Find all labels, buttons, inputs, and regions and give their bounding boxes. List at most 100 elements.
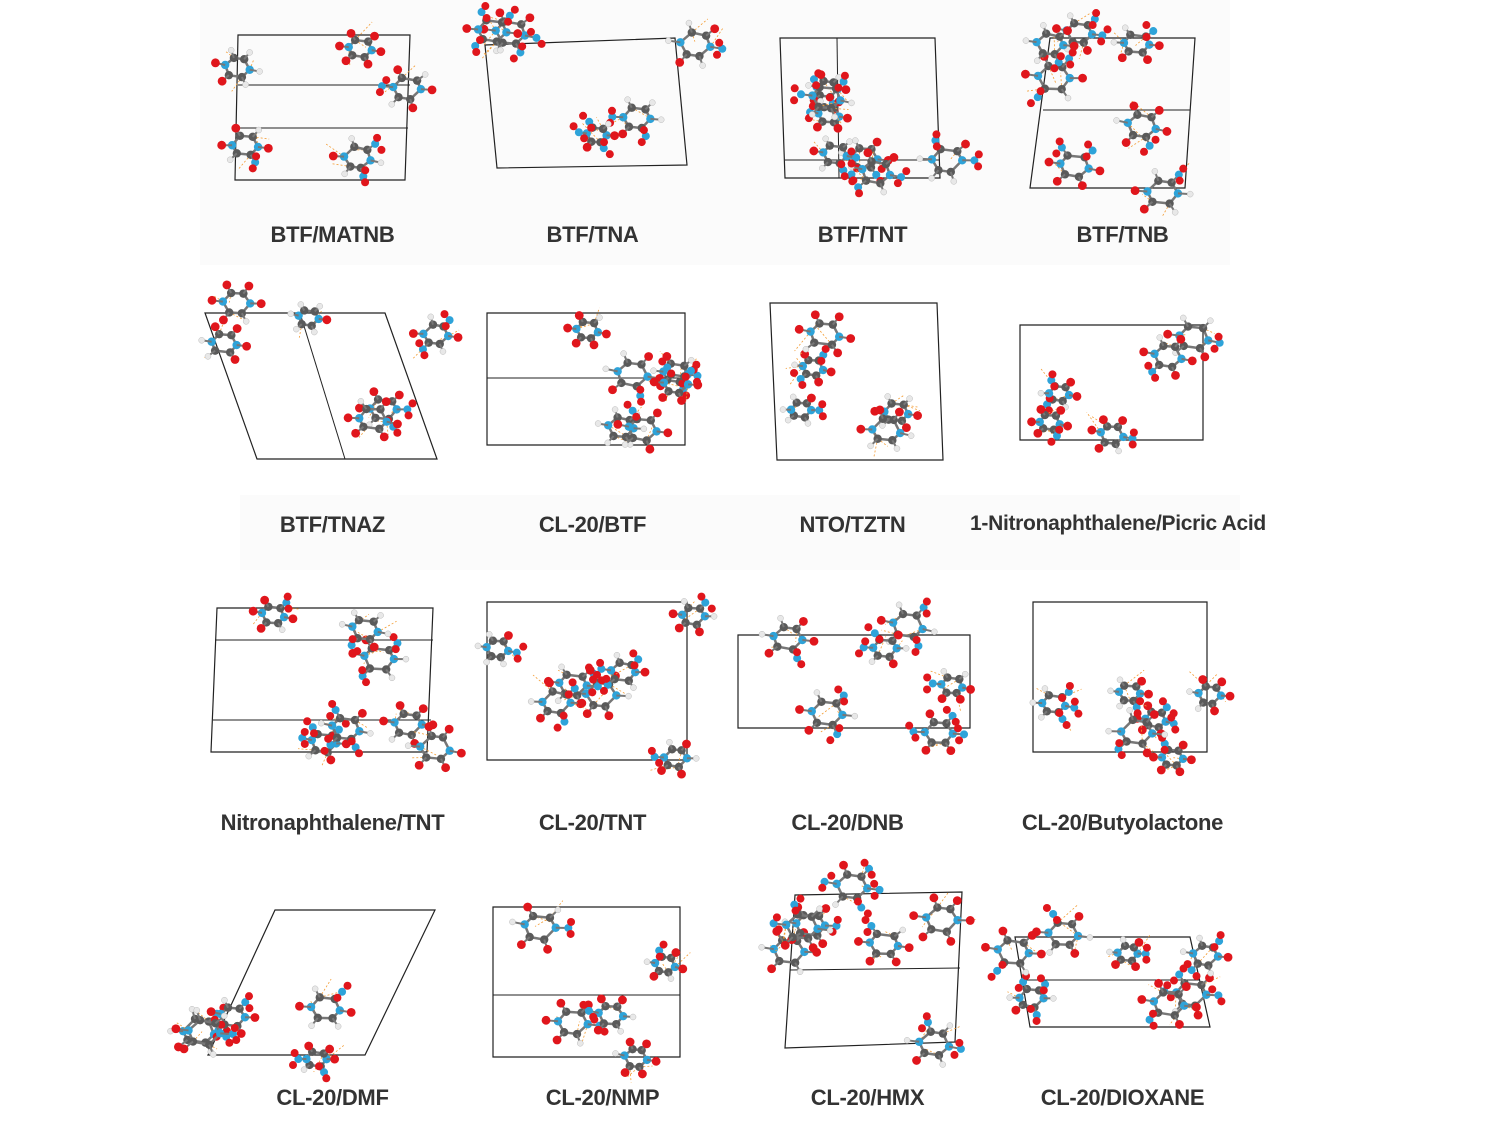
oxygen-atom — [946, 746, 955, 755]
oxygen-atom — [653, 408, 662, 417]
oxygen-atom — [966, 916, 975, 925]
oxygen-atom — [211, 322, 220, 331]
oxygen-atom — [863, 928, 871, 936]
oxygen-atom — [1057, 52, 1065, 60]
oxygen-atom — [902, 167, 910, 175]
oxygen-atom — [1143, 33, 1151, 41]
carbon-atom — [826, 141, 834, 149]
panel-label: NTO/TZTN — [725, 512, 980, 538]
hydrogen-atom — [605, 121, 611, 127]
carbon-atom — [215, 330, 223, 338]
oxygen-atom — [1036, 405, 1045, 414]
oxygen-atom — [351, 429, 360, 438]
hydrogen-atom — [378, 612, 384, 618]
carbon-atom — [867, 157, 875, 165]
oxygen-atom — [310, 729, 318, 737]
oxygen-atom — [605, 711, 614, 720]
hydrogen-atom — [900, 927, 906, 933]
oxygen-atom — [813, 123, 822, 132]
oxygen-atom — [798, 381, 806, 389]
oxygen-atom — [1078, 181, 1087, 190]
hydrogen-atom — [358, 398, 364, 404]
oxygen-atom — [1070, 42, 1079, 51]
oxygen-atom — [347, 29, 356, 38]
hydrogen-atom — [790, 394, 796, 400]
oxygen-atom — [517, 940, 526, 949]
oxygen-atom — [362, 678, 370, 686]
oxygen-atom — [395, 391, 404, 400]
hydrogen-atom — [1172, 209, 1178, 215]
oxygen-atom — [1179, 165, 1187, 173]
oxygen-atom — [1099, 415, 1108, 424]
oxygen-atom — [840, 697, 848, 705]
oxygen-atom — [1150, 710, 1159, 719]
unit-cell — [235, 35, 410, 180]
oxygen-atom — [678, 964, 687, 973]
oxygen-atom — [1163, 981, 1171, 989]
oxygen-atom — [1200, 352, 1209, 361]
oxygen-atom — [472, 48, 480, 56]
oxygen-atom — [596, 659, 604, 667]
hydrogen-atom — [351, 610, 357, 616]
oxygen-atom — [208, 296, 217, 305]
oxygen-atom — [1171, 726, 1179, 734]
hydrogen-atom — [885, 393, 891, 399]
oxygen-atom — [231, 124, 240, 133]
oxygen-atom — [335, 42, 344, 51]
oxygen-atom — [301, 740, 309, 748]
hydrogen-atom — [1162, 732, 1168, 738]
oxygen-atom — [324, 735, 332, 743]
oxygen-atom — [1192, 1003, 1201, 1012]
hydrogen-atom — [389, 101, 395, 107]
hydrogen-atom — [852, 138, 858, 144]
oxygen-atom — [583, 709, 592, 718]
molecule — [795, 685, 858, 744]
oxygen-atom — [1143, 749, 1152, 758]
oxygen-atom — [1053, 916, 1061, 924]
oxygen-atom — [773, 913, 781, 921]
oxygen-atom — [560, 712, 568, 720]
hydrogen-atom — [577, 1040, 583, 1046]
molecule — [1163, 315, 1223, 361]
oxygen-atom — [409, 329, 418, 338]
oxygen-atom — [811, 310, 820, 319]
oxygen-atom — [905, 943, 914, 952]
hydrogen-atom — [668, 976, 674, 982]
oxygen-atom — [644, 352, 653, 361]
oxygen-atom — [382, 76, 390, 84]
oxygen-atom — [1027, 99, 1035, 107]
oxygen-atom — [818, 400, 826, 408]
panel-label: CL-20/NMP — [475, 1085, 730, 1111]
hydrogen-atom — [621, 351, 627, 357]
oxygen-atom — [545, 678, 554, 687]
oxygen-atom — [504, 631, 513, 640]
cell-line — [790, 968, 960, 970]
oxygen-atom — [379, 717, 388, 726]
hydrogen-atom — [962, 671, 968, 677]
crystal-structure — [740, 880, 980, 1080]
oxygen-atom — [843, 114, 852, 123]
oxygen-atom — [826, 736, 834, 744]
oxygen-atom — [1037, 87, 1045, 95]
oxygen-atom — [1154, 979, 1163, 988]
hydrogen-atom — [1040, 22, 1046, 28]
oxygen-atom — [441, 763, 450, 772]
oxygen-atom — [377, 146, 385, 154]
oxygen-atom — [1137, 677, 1146, 686]
carbon-atom — [497, 653, 505, 661]
oxygen-atom — [301, 728, 309, 736]
hydrogen-atom — [306, 753, 312, 759]
molecule — [509, 901, 575, 954]
hydrogen-atom — [803, 346, 809, 352]
hydrogen-atom — [700, 63, 706, 69]
molecule — [1139, 335, 1196, 382]
hydrogen-atom — [1117, 703, 1123, 709]
oxygen-atom — [1118, 53, 1127, 62]
oxygen-atom — [938, 694, 947, 703]
oxygen-atom — [642, 1039, 651, 1048]
carbon-atom — [815, 319, 823, 327]
oxygen-atom — [322, 1074, 330, 1082]
oxygen-atom — [871, 892, 879, 900]
oxygen-atom — [393, 420, 402, 429]
hydrogen-atom — [847, 139, 853, 145]
